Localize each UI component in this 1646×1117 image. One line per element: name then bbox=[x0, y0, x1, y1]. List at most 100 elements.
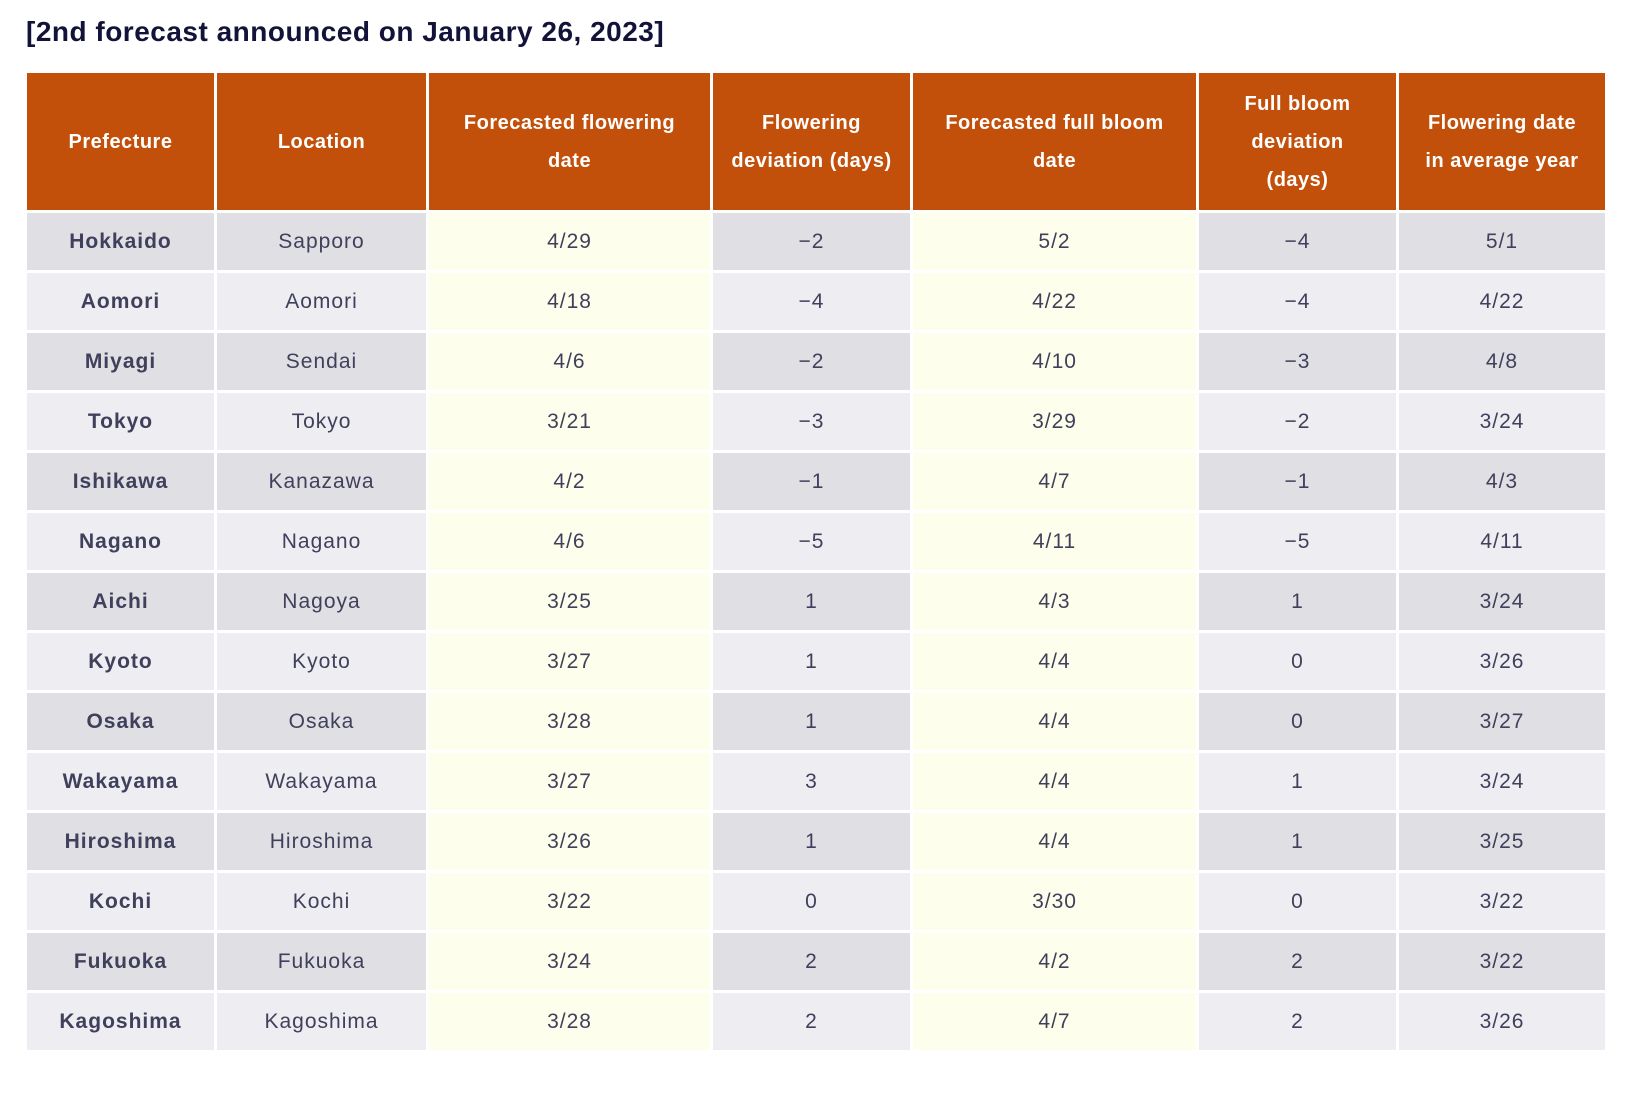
flowering-deviation-cell: 2 bbox=[713, 993, 910, 1050]
average-year-flowering-date-cell: 4/11 bbox=[1399, 513, 1605, 570]
flowering-deviation-cell: −1 bbox=[713, 453, 910, 510]
forecasted-flowering-date-cell: 3/27 bbox=[429, 753, 710, 810]
forecasted-full-bloom-date-cell: 4/11 bbox=[913, 513, 1196, 570]
table-row: Ishikawa Kanazawa 4/2 −1 4/7 −1 4/3 bbox=[27, 453, 1605, 510]
col-header-flowering-deviation: Flowering deviation (days) bbox=[713, 73, 910, 210]
forecasted-flowering-date-cell: 4/6 bbox=[429, 513, 710, 570]
col-header-prefecture: Prefecture bbox=[27, 73, 214, 210]
location-cell: Fukuoka bbox=[217, 933, 426, 990]
location-cell: Nagoya bbox=[217, 573, 426, 630]
forecasted-flowering-date-cell: 3/24 bbox=[429, 933, 710, 990]
prefecture-cell: Miyagi bbox=[27, 333, 214, 390]
flowering-deviation-cell: −2 bbox=[713, 333, 910, 390]
table-row: Aomori Aomori 4/18 −4 4/22 −4 4/22 bbox=[27, 273, 1605, 330]
prefecture-cell: Fukuoka bbox=[27, 933, 214, 990]
forecasted-full-bloom-date-cell: 4/4 bbox=[913, 753, 1196, 810]
forecasted-flowering-date-cell: 3/21 bbox=[429, 393, 710, 450]
location-cell: Osaka bbox=[217, 693, 426, 750]
prefecture-cell: Kagoshima bbox=[27, 993, 214, 1050]
flowering-deviation-cell: −5 bbox=[713, 513, 910, 570]
forecasted-flowering-date-cell: 4/2 bbox=[429, 453, 710, 510]
average-year-flowering-date-cell: 3/27 bbox=[1399, 693, 1605, 750]
location-cell: Aomori bbox=[217, 273, 426, 330]
forecasted-full-bloom-date-cell: 4/22 bbox=[913, 273, 1196, 330]
forecasted-flowering-date-cell: 4/18 bbox=[429, 273, 710, 330]
table-row: Osaka Osaka 3/28 1 4/4 0 3/27 bbox=[27, 693, 1605, 750]
location-cell: Sapporo bbox=[217, 213, 426, 270]
location-cell: Nagano bbox=[217, 513, 426, 570]
prefecture-cell: Kochi bbox=[27, 873, 214, 930]
full-bloom-deviation-cell: 0 bbox=[1199, 873, 1396, 930]
flowering-deviation-cell: 0 bbox=[713, 873, 910, 930]
forecasted-flowering-date-cell: 3/22 bbox=[429, 873, 710, 930]
forecasted-full-bloom-date-cell: 4/4 bbox=[913, 633, 1196, 690]
prefecture-cell: Aomori bbox=[27, 273, 214, 330]
flowering-deviation-cell: −4 bbox=[713, 273, 910, 330]
col-header-average-year: Flowering date in average year bbox=[1399, 73, 1605, 210]
flowering-deviation-cell: −2 bbox=[713, 213, 910, 270]
forecasted-full-bloom-date-cell: 4/7 bbox=[913, 993, 1196, 1050]
page-title: [2nd forecast announced on January 26, 2… bbox=[26, 16, 665, 47]
flowering-deviation-cell: −3 bbox=[713, 393, 910, 450]
table-row: Tokyo Tokyo 3/21 −3 3/29 −2 3/24 bbox=[27, 393, 1605, 450]
forecasted-full-bloom-date-cell: 3/30 bbox=[913, 873, 1196, 930]
forecasted-full-bloom-date-cell: 4/2 bbox=[913, 933, 1196, 990]
table-row: Kagoshima Kagoshima 3/28 2 4/7 2 3/26 bbox=[27, 993, 1605, 1050]
forecasted-flowering-date-cell: 4/6 bbox=[429, 333, 710, 390]
table-row: Hiroshima Hiroshima 3/26 1 4/4 1 3/25 bbox=[27, 813, 1605, 870]
prefecture-cell: Osaka bbox=[27, 693, 214, 750]
average-year-flowering-date-cell: 3/22 bbox=[1399, 873, 1605, 930]
prefecture-cell: Wakayama bbox=[27, 753, 214, 810]
forecasted-full-bloom-date-cell: 4/10 bbox=[913, 333, 1196, 390]
location-cell: Kochi bbox=[217, 873, 426, 930]
average-year-flowering-date-cell: 4/8 bbox=[1399, 333, 1605, 390]
forecast-table: Prefecture Location Forecasted flowering… bbox=[24, 70, 1608, 1053]
header-row: Prefecture Location Forecasted flowering… bbox=[27, 73, 1605, 210]
flowering-deviation-cell: 2 bbox=[713, 933, 910, 990]
forecasted-flowering-date-cell: 3/28 bbox=[429, 693, 710, 750]
flowering-deviation-cell: 1 bbox=[713, 693, 910, 750]
full-bloom-deviation-cell: 1 bbox=[1199, 813, 1396, 870]
prefecture-cell: Hiroshima bbox=[27, 813, 214, 870]
flowering-deviation-cell: 1 bbox=[713, 573, 910, 630]
full-bloom-deviation-cell: 0 bbox=[1199, 693, 1396, 750]
location-cell: Hiroshima bbox=[217, 813, 426, 870]
full-bloom-deviation-cell: −4 bbox=[1199, 213, 1396, 270]
table-row: Aichi Nagoya 3/25 1 4/3 1 3/24 bbox=[27, 573, 1605, 630]
prefecture-cell: Ishikawa bbox=[27, 453, 214, 510]
col-header-full-bloom-deviation: Full bloom deviation (days) bbox=[1199, 73, 1396, 210]
col-header-forecasted-full-bloom: Forecasted full bloom date bbox=[913, 73, 1196, 210]
forecasted-full-bloom-date-cell: 4/4 bbox=[913, 813, 1196, 870]
average-year-flowering-date-cell: 3/26 bbox=[1399, 993, 1605, 1050]
location-cell: Kanazawa bbox=[217, 453, 426, 510]
table-row: Kyoto Kyoto 3/27 1 4/4 0 3/26 bbox=[27, 633, 1605, 690]
full-bloom-deviation-cell: −1 bbox=[1199, 453, 1396, 510]
average-year-flowering-date-cell: 4/22 bbox=[1399, 273, 1605, 330]
col-header-location: Location bbox=[217, 73, 426, 210]
location-cell: Sendai bbox=[217, 333, 426, 390]
full-bloom-deviation-cell: 2 bbox=[1199, 933, 1396, 990]
full-bloom-deviation-cell: 2 bbox=[1199, 993, 1396, 1050]
location-cell: Wakayama bbox=[217, 753, 426, 810]
forecasted-full-bloom-date-cell: 4/7 bbox=[913, 453, 1196, 510]
forecasted-full-bloom-date-cell: 3/29 bbox=[913, 393, 1196, 450]
prefecture-cell: Nagano bbox=[27, 513, 214, 570]
full-bloom-deviation-cell: −3 bbox=[1199, 333, 1396, 390]
table-row: Kochi Kochi 3/22 0 3/30 0 3/22 bbox=[27, 873, 1605, 930]
full-bloom-deviation-cell: −5 bbox=[1199, 513, 1396, 570]
average-year-flowering-date-cell: 4/3 bbox=[1399, 453, 1605, 510]
flowering-deviation-cell: 1 bbox=[713, 633, 910, 690]
forecasted-flowering-date-cell: 3/26 bbox=[429, 813, 710, 870]
prefecture-cell: Kyoto bbox=[27, 633, 214, 690]
table-row: Miyagi Sendai 4/6 −2 4/10 −3 4/8 bbox=[27, 333, 1605, 390]
full-bloom-deviation-cell: 1 bbox=[1199, 573, 1396, 630]
table-row: Hokkaido Sapporo 4/29 −2 5/2 −4 5/1 bbox=[27, 213, 1605, 270]
average-year-flowering-date-cell: 3/24 bbox=[1399, 753, 1605, 810]
average-year-flowering-date-cell: 3/24 bbox=[1399, 573, 1605, 630]
average-year-flowering-date-cell: 3/22 bbox=[1399, 933, 1605, 990]
prefecture-cell: Hokkaido bbox=[27, 213, 214, 270]
location-cell: Tokyo bbox=[217, 393, 426, 450]
full-bloom-deviation-cell: 1 bbox=[1199, 753, 1396, 810]
forecasted-full-bloom-date-cell: 5/2 bbox=[913, 213, 1196, 270]
